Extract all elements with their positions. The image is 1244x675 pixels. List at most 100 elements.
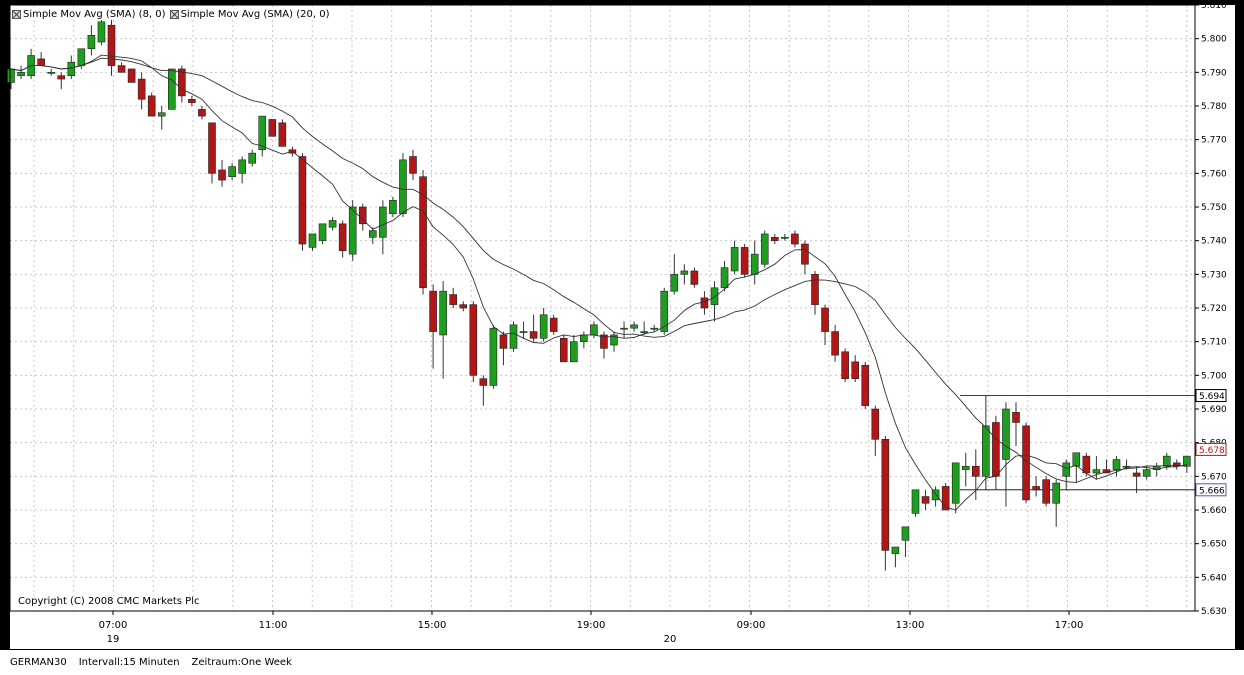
candle (308, 233, 317, 251)
candle-body (7, 68, 15, 83)
candle (801, 240, 809, 275)
candle (821, 304, 829, 346)
candle-body (459, 304, 468, 309)
candle (600, 331, 608, 359)
candle-body (137, 78, 146, 100)
candle (861, 361, 870, 409)
candle (228, 163, 236, 181)
candle (479, 375, 488, 406)
candle (439, 281, 447, 379)
candle-body (298, 156, 307, 245)
candle (1132, 466, 1141, 494)
x-axis-panel (10, 611, 1235, 649)
candle-body (710, 287, 719, 305)
candle-body (770, 237, 779, 241)
candle (781, 233, 789, 241)
candle (519, 321, 528, 339)
y-tick-label: 5.740 (1201, 237, 1227, 247)
candle-body (308, 233, 317, 248)
candle-body (1072, 452, 1081, 467)
candle (208, 122, 216, 184)
candle (811, 270, 819, 315)
candle (188, 95, 196, 106)
candle-body (97, 21, 106, 43)
candle (891, 546, 900, 568)
sma-lines (10, 54, 1187, 511)
close-icon[interactable] (169, 9, 179, 19)
candle-body (489, 327, 498, 386)
x-tick-label: 09:00 (737, 620, 766, 631)
candle-body (389, 199, 397, 215)
candle (419, 169, 427, 295)
candle (409, 149, 417, 181)
legend-item-sma-8[interactable]: Simple Mov Avg (SMA) (8, 0) (12, 8, 166, 20)
candle-body (831, 331, 839, 356)
candle-body (87, 34, 96, 50)
candle-body (1042, 479, 1050, 504)
candle (318, 223, 327, 245)
candle-body (37, 58, 45, 66)
candle-body (258, 115, 267, 151)
candle (660, 287, 669, 335)
candle-body (379, 206, 387, 238)
candle-body (680, 270, 689, 275)
candle-body (610, 334, 618, 346)
candle-body (168, 68, 176, 110)
candle (951, 462, 960, 514)
candle (549, 314, 558, 335)
candle (710, 281, 719, 322)
candle (1032, 476, 1040, 497)
y-tick-label: 5.750 (1201, 203, 1227, 213)
candle-body (1012, 412, 1020, 423)
candle-body (881, 438, 890, 551)
candle-body (47, 72, 56, 74)
candle-body (690, 270, 699, 285)
candle-body (781, 237, 789, 239)
candle (449, 287, 458, 308)
candle (47, 68, 56, 76)
y-tick-label: 5.770 (1201, 136, 1227, 146)
candle (429, 284, 437, 369)
candle (961, 452, 970, 487)
candle-body (580, 334, 588, 342)
candle (298, 153, 307, 251)
close-icon[interactable] (12, 9, 21, 19)
candle-body (1142, 469, 1151, 477)
candle-body (740, 247, 749, 275)
candle (1052, 479, 1060, 527)
y-axis-panel (1195, 5, 1235, 611)
y-tick-label: 5.710 (1201, 338, 1227, 348)
candle (278, 119, 287, 147)
candle (620, 321, 628, 339)
y-tick-label: 5.670 (1201, 472, 1227, 482)
x-tick-label: 19:00 (577, 620, 606, 631)
candle (107, 18, 116, 76)
x-tick-label: 07:00 (99, 620, 128, 631)
candle-body (1132, 472, 1141, 477)
candle-body (429, 290, 437, 332)
candle-body (700, 297, 709, 309)
candle (730, 240, 739, 275)
candle-body (278, 122, 287, 147)
candle (901, 526, 910, 558)
candle (851, 355, 860, 383)
y-tick-label: 5.700 (1201, 371, 1227, 381)
candle-body (127, 68, 136, 83)
candle (1173, 459, 1181, 470)
x-day-label: 19 (107, 634, 120, 645)
candle-body (248, 152, 256, 164)
legend-item-sma-20[interactable]: Simple Mov Avg (SMA) (20, 0) (169, 8, 330, 20)
candle-body (368, 230, 377, 238)
candle (489, 324, 498, 389)
candle-body (931, 489, 940, 501)
plot-area[interactable] (10, 5, 1195, 611)
candle-body (660, 290, 669, 332)
legend-label-sma-20: Simple Mov Avg (SMA) (20, 0) (180, 8, 330, 20)
candle (770, 233, 779, 245)
candle (841, 348, 849, 383)
y-tick-label: 5.800 (1201, 35, 1227, 45)
candle-body (1032, 486, 1040, 491)
candle (921, 489, 930, 510)
candle-body (971, 465, 980, 477)
candle (358, 203, 367, 231)
